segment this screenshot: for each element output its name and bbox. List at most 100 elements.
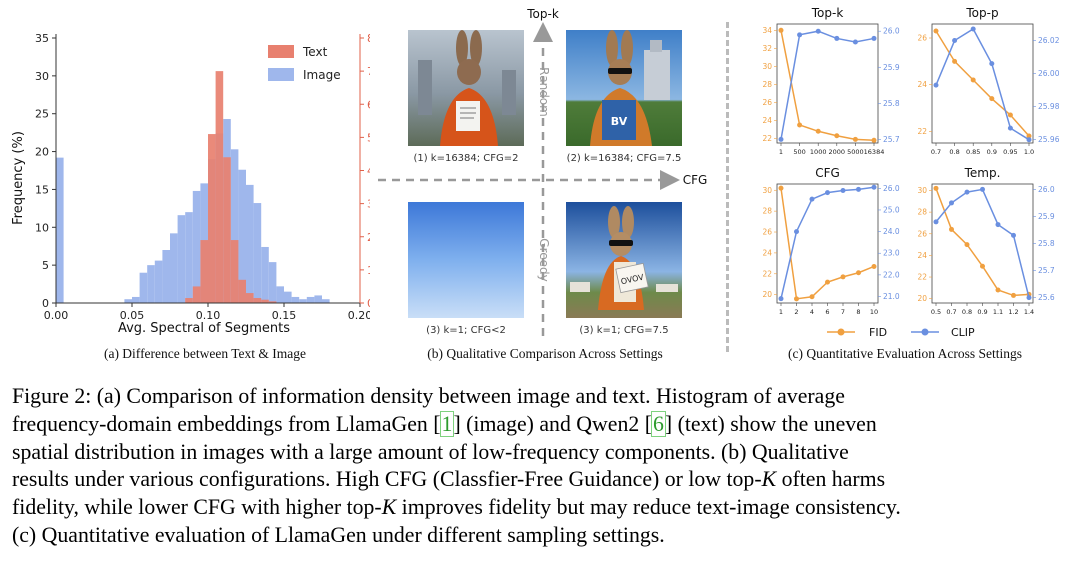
chart-1-right-tick-label-0: 25.96 xyxy=(1038,135,1060,144)
chart-0-point-fid-1 xyxy=(797,122,803,128)
caption-k-symbol-2: K xyxy=(381,495,397,520)
cell-image-2: BV xyxy=(566,30,682,146)
chart-title-1: Top-p xyxy=(965,6,998,20)
chart-2-left-tick-label-3: 26 xyxy=(762,228,772,237)
chart-0-series-clip xyxy=(780,30,875,140)
legend-swatch-text xyxy=(268,45,294,58)
chart-2-right-tick-label-4: 25.0 xyxy=(883,205,900,214)
x-tick-label-0: 0.00 xyxy=(44,309,69,322)
citation-1[interactable]: 1 xyxy=(439,410,455,437)
chart-2-right-tick-label-5: 26.0 xyxy=(883,184,900,193)
chart-1-point-fid-4 xyxy=(1007,112,1013,118)
x-axis-label: Avg. Spectral of Segments xyxy=(118,321,290,336)
histogram-bar-image-26 xyxy=(314,295,322,303)
left-tick-label-0: 0 xyxy=(42,297,49,310)
chart-1-point-fid-1 xyxy=(952,58,958,64)
cell-image-1 xyxy=(408,30,524,146)
chart-1-right-tick-label-1: 25.98 xyxy=(1038,102,1060,111)
histogram-bar-image-2 xyxy=(132,296,140,303)
cell-label-1: (1) k=16384; CFG=2 xyxy=(413,153,518,164)
chart-3-point-fid-5 xyxy=(1011,292,1016,298)
legend-label-text: Text xyxy=(302,45,328,59)
chart-3-point-clip-4 xyxy=(995,222,1001,228)
chart-1-point-clip-1 xyxy=(952,38,958,44)
histogram-bar-text-6 xyxy=(230,240,239,303)
chart-0-point-clip-0 xyxy=(778,136,784,142)
chart-2-point-fid-3 xyxy=(825,279,830,285)
chart-1-series-clip xyxy=(935,27,1030,141)
chart-2-right-tick-label-1: 22.0 xyxy=(883,270,900,279)
histogram-bar-image-19 xyxy=(261,246,269,303)
chart-0-right-tick-label-2: 25.9 xyxy=(883,63,900,72)
caption-k-symbol-1: K xyxy=(761,467,777,492)
line-chart-1: Top-p 0.7 0.8 0.85 0.9 0.95 1.0 22 24 26 25.96 25.9… xyxy=(917,6,1059,156)
quantitative-charts: Top-k1 500 1000 2000 5000 1638422242628303234… xyxy=(762,6,1059,339)
histogram-bar-image-22 xyxy=(284,291,292,303)
chart-frame-1 xyxy=(931,23,1034,144)
chart-3-right-tick-label-0: 25.6 xyxy=(1038,293,1055,302)
citation-6[interactable]: 6 xyxy=(650,410,666,437)
histogram-bar-image-8 xyxy=(177,215,186,303)
legend-marker-fid xyxy=(837,328,845,336)
chart-3-left-tick-label-4: 28 xyxy=(917,208,927,217)
chart-0-right-tick-label-1: 25.8 xyxy=(883,99,900,108)
x-tick-label-1: 0.05 xyxy=(120,309,145,322)
chart-3-x-tick-label-1: 0.7 xyxy=(946,308,956,316)
chart-3-point-clip-3 xyxy=(980,186,985,192)
chart-3-x-tick-label-4: 1.1 xyxy=(993,308,1003,316)
line-chart-3: Temp. 0.5 0.7 0.8 0.9 1.1 1.2 1.4 20 22 24 26 28 30 25… xyxy=(917,166,1054,316)
chart-0-x-tick-label-4: 5000 xyxy=(847,148,864,156)
histogram-bar-text-3 xyxy=(208,134,216,303)
histogram-bar-image-3 xyxy=(139,272,148,303)
chart-1-point-fid-0 xyxy=(933,28,939,34)
chart-2-x-tick-label-6: 10 xyxy=(870,308,878,316)
chart-3-left-tick-label-3: 26 xyxy=(917,229,927,238)
legend-label-fid: FID xyxy=(869,326,887,339)
chart-1-point-clip-2 xyxy=(970,26,976,32)
histogram-bar-image-17 xyxy=(246,184,254,303)
histogram-chart: 0.000.050.100.150.2005101520253035010203… xyxy=(11,32,381,336)
chart-0-point-fid-3 xyxy=(834,133,840,139)
legend-label-image: Image xyxy=(303,68,341,82)
cell-label-2: (2) k=16384; CFG=7.5 xyxy=(567,153,682,164)
chart-0-series-fid xyxy=(780,30,875,142)
axis-label-random: Random xyxy=(537,67,551,117)
chart-2-x-tick-label-2: 4 xyxy=(810,308,814,316)
caption-line-2b: (image) and Qwen2 xyxy=(460,411,645,436)
histogram-bar-image-21 xyxy=(276,286,284,303)
chart-1-x-tick-label-4: 0.95 xyxy=(1003,148,1017,156)
legend-swatch-image xyxy=(268,68,294,81)
chart-2-point-fid-1 xyxy=(794,296,799,302)
chart-1-x-tick-label-2: 0.85 xyxy=(966,148,980,156)
chart-0-left-tick-label-4: 30 xyxy=(762,62,772,71)
chart-3-point-clip-0 xyxy=(933,219,939,225)
chart-0-left-tick-label-5: 32 xyxy=(762,44,772,53)
caption-line-4a: results under various configurations. Hi… xyxy=(12,467,762,492)
left-tick-label-2: 10 xyxy=(35,221,49,234)
left-tick-label-3: 15 xyxy=(35,183,49,196)
cell-image-3 xyxy=(408,202,524,318)
chart-2-left-tick-label-0: 20 xyxy=(762,290,772,299)
chart-1-left-tick-label-2: 26 xyxy=(917,34,927,43)
caption-a: (a) Difference between Text & Image xyxy=(103,346,307,361)
left-tick-label-1: 5 xyxy=(42,259,49,272)
histogram-bar-image-25 xyxy=(306,296,315,303)
x-tick-label-2: 0.10 xyxy=(196,309,221,322)
histogram-bar-text-10 xyxy=(261,299,269,303)
caption-line-1: Figure 2: (a) Comparison of information … xyxy=(12,384,845,408)
histogram-bar-image-0 xyxy=(56,157,64,303)
left-tick-label-4: 20 xyxy=(35,146,49,159)
chart-0-left-tick-label-1: 24 xyxy=(762,116,772,125)
chart-2-point-fid-0 xyxy=(778,185,784,191)
chart-0-point-fid-5 xyxy=(871,137,877,143)
chart-2-x-tick-label-5: 8 xyxy=(856,308,860,316)
chart-3-x-tick-label-5: 1.2 xyxy=(1008,308,1018,316)
chart-2-point-fid-6 xyxy=(871,263,877,269)
panel-divider xyxy=(726,22,729,352)
chart-0-x-tick-label-3: 2000 xyxy=(829,148,846,156)
figure-caption: Figure 2: (a) Comparison of information … xyxy=(12,384,901,547)
panel-c-quantitative: Top-k 1 500 1000 2000 5000 16384 22 24 26 28 30 32 34… xyxy=(735,0,1080,370)
chart-2-left-tick-label-2: 24 xyxy=(762,248,772,257)
x-tick-label-3: 0.15 xyxy=(272,309,297,322)
